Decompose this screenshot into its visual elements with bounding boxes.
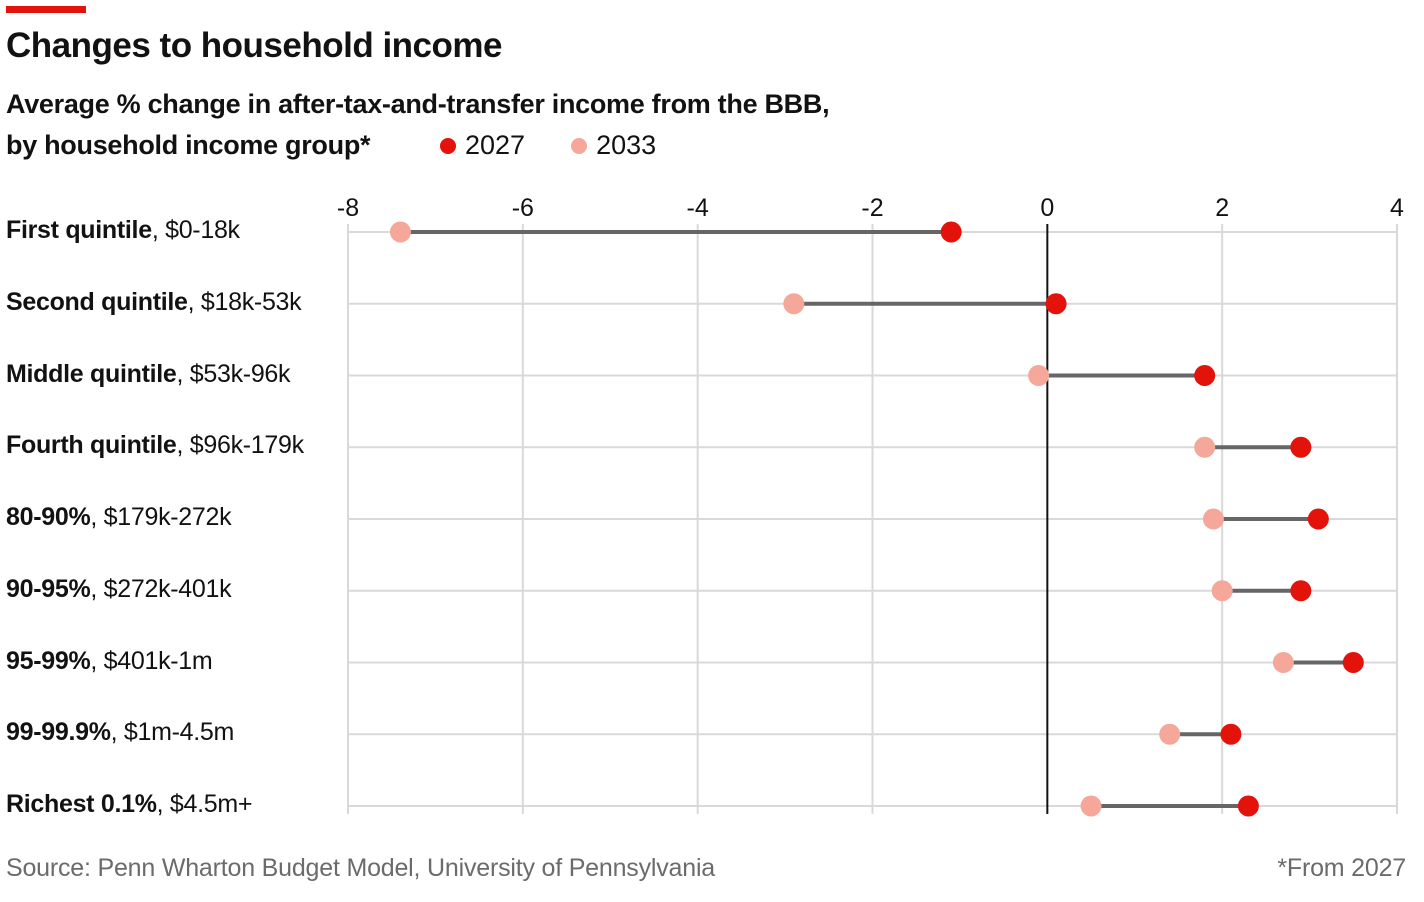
category-label-bold: Fourth quintile — [6, 431, 177, 460]
footnote: *From 2027 — [1277, 854, 1406, 882]
point-2033 — [1194, 436, 1216, 458]
chart-subtitle-line2: by household income group* — [6, 130, 371, 160]
point-2027 — [1290, 436, 1312, 458]
category-label-bold: 80-90% — [6, 503, 91, 531]
category-label: 99-99.9%, $1m-4.5m — [6, 718, 234, 747]
category-label-range: , $4.5m+ — [156, 790, 253, 818]
category-label-bold: Richest 0.1% — [6, 790, 157, 818]
x-tick-label: -2 — [861, 194, 883, 222]
x-tick-label: -4 — [687, 194, 709, 222]
category-label-bold: 90-95% — [6, 574, 91, 603]
point-2033 — [1028, 365, 1050, 386]
category-label-bold: 95-99% — [6, 646, 91, 675]
point-2033 — [1080, 795, 1102, 817]
category-label-bold: Second quintile — [6, 287, 188, 316]
category-label-range: , $0-18k — [151, 216, 240, 244]
category-label-bold: Middle quintile — [6, 359, 177, 388]
category-label-range: , $96k-179k — [176, 431, 304, 460]
category-label: 90-95%, $272k-401k — [6, 574, 232, 604]
category-label: 80-90%, $179k-272k — [6, 503, 232, 532]
category-label-range: , $401k-1m — [90, 646, 213, 675]
point-2027 — [1290, 580, 1312, 602]
point-2027 — [1045, 293, 1067, 315]
accent-bar — [6, 6, 86, 13]
category-label: 95-99%, $401k-1m — [6, 646, 213, 676]
x-tick-label: -8 — [337, 194, 359, 222]
category-label: Second quintile, $18k-53k — [6, 287, 302, 317]
legend-dot-2027 — [440, 137, 456, 154]
legend: 2027 2033 — [440, 130, 702, 161]
category-label-range: , $179k-272k — [90, 503, 232, 531]
category-label-range: , $18k-53k — [187, 287, 302, 316]
point-2027 — [1237, 795, 1259, 817]
category-label-range: , $1m-4.5m — [110, 718, 235, 747]
category-label-bold: 99-99.9% — [6, 718, 111, 747]
point-2033 — [1272, 652, 1294, 673]
category-label: Richest 0.1%, $4.5m+ — [6, 790, 253, 819]
category-label-range: , $272k-401k — [90, 574, 232, 603]
legend-label-2027: 2027 — [465, 130, 526, 160]
category-label-bold: First quintile — [6, 216, 152, 244]
x-tick-label: 2 — [1215, 194, 1229, 222]
chart-subtitle-line1: Average % change in after-tax-and-transf… — [6, 89, 830, 119]
x-tick-label: -6 — [512, 194, 534, 222]
point-2027 — [1194, 365, 1216, 386]
point-2033 — [1211, 580, 1233, 602]
category-label: Fourth quintile, $96k-179k — [6, 431, 304, 460]
legend-item-2033: 2033 — [571, 130, 656, 161]
point-2033 — [1202, 508, 1224, 530]
point-2027 — [940, 221, 962, 243]
category-label-range: , $53k-96k — [176, 359, 291, 388]
point-2033 — [783, 293, 805, 315]
legend-item-2027: 2027 — [440, 130, 525, 161]
point-2027 — [1307, 508, 1329, 530]
chart-title: Changes to household income — [6, 26, 502, 65]
point-2033 — [1159, 723, 1181, 745]
x-tick-label: 4 — [1390, 194, 1404, 222]
category-label: Middle quintile, $53k-96k — [6, 359, 291, 389]
point-2033 — [389, 221, 411, 243]
point-2027 — [1220, 723, 1242, 745]
legend-label-2033: 2033 — [596, 130, 657, 160]
x-tick-label: 0 — [1040, 194, 1054, 222]
source-note: Source: Penn Wharton Budget Model, Unive… — [6, 854, 716, 882]
legend-dot-2033 — [571, 137, 588, 154]
category-label: First quintile, $0-18k — [6, 216, 240, 245]
point-2027 — [1342, 652, 1364, 673]
